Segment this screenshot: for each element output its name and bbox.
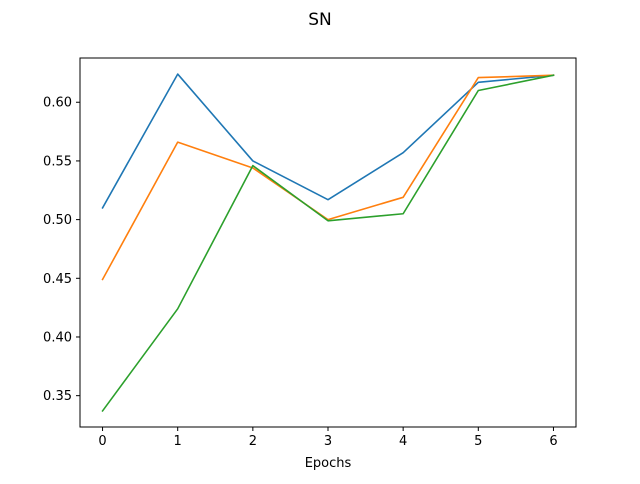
y-tick-label: 0.40	[43, 330, 72, 345]
x-tick-label: 2	[249, 434, 257, 449]
x-tick-label: 5	[474, 434, 482, 449]
x-axis-label: Epochs	[305, 456, 352, 471]
x-tick-label: 6	[549, 434, 557, 449]
series-layer	[101, 73, 555, 413]
series-line-3	[101, 74, 555, 413]
y-tick-label: 0.50	[43, 213, 72, 228]
x-tick-label: 1	[174, 434, 182, 449]
series-line-1	[101, 73, 555, 209]
x-tick-label: 4	[399, 434, 407, 449]
y-tick-label: 0.45	[43, 272, 72, 287]
axes-layer: 0 1 2 3 4 5 6 0.35 0.40 0.45 0.50 0.55 0.60	[43, 57, 577, 449]
y-tick-label: 0.60	[43, 96, 72, 111]
plot-frame	[79, 57, 577, 428]
series-line-2	[101, 74, 555, 281]
x-tick-label: 0	[98, 434, 106, 449]
y-tick-label: 0.55	[43, 154, 72, 169]
x-tick-label: 3	[324, 434, 332, 449]
chart-title: SN	[308, 10, 332, 30]
y-tick-label: 0.35	[43, 389, 72, 404]
